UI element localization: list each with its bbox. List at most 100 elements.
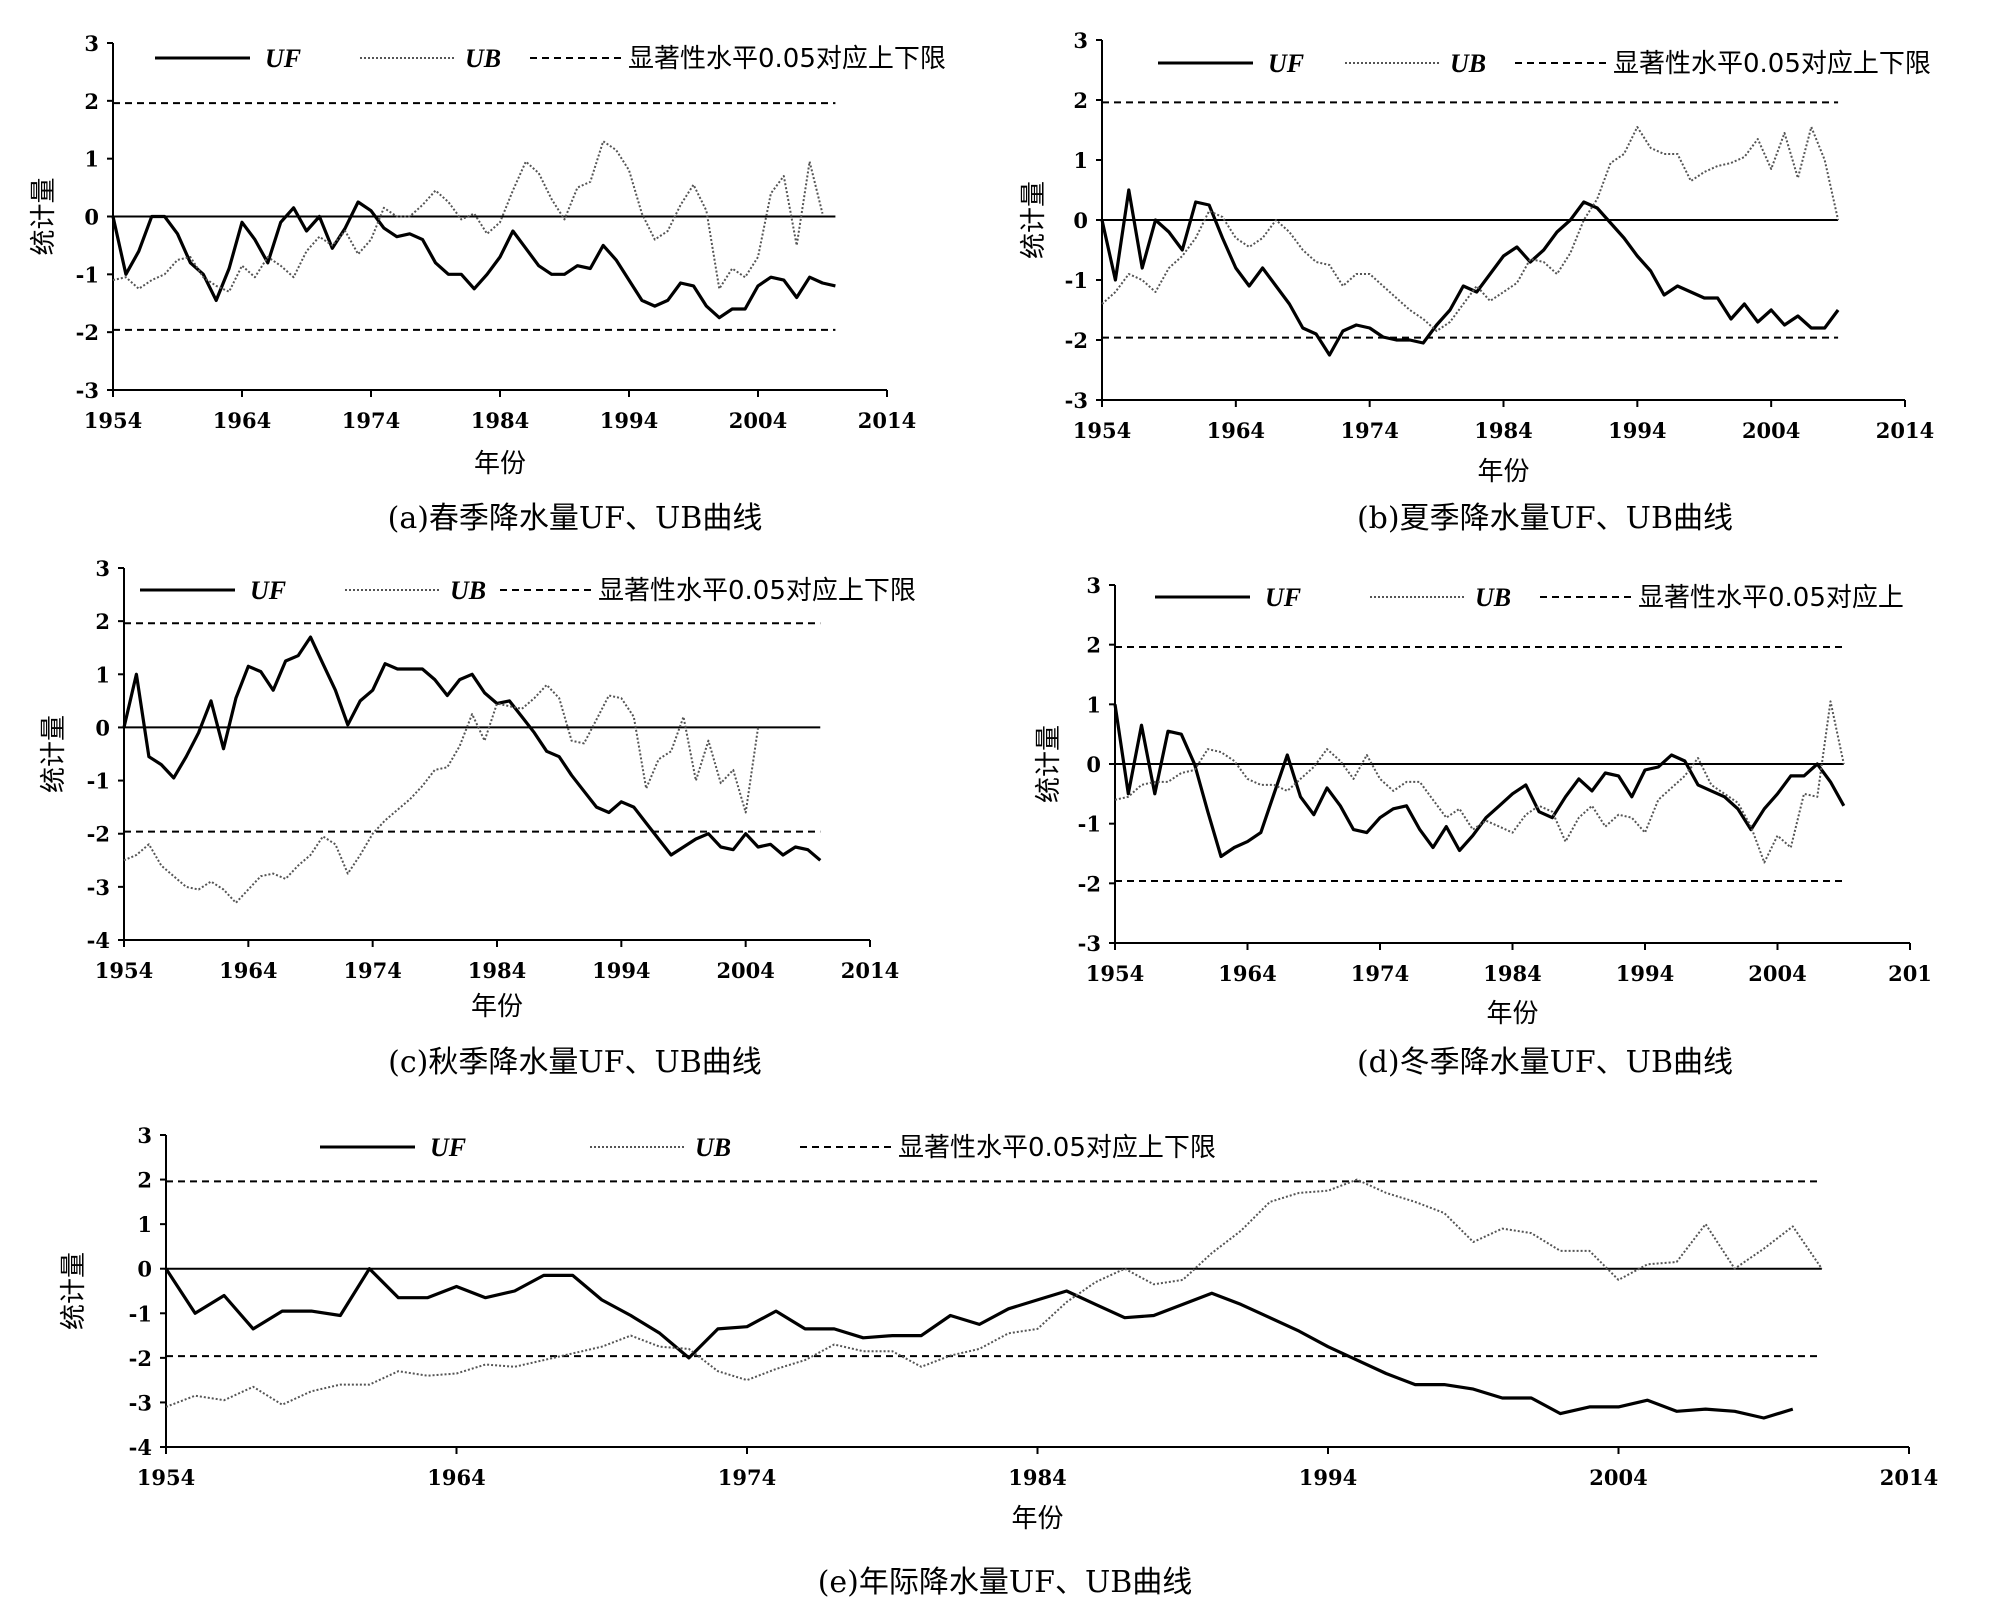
y-tick-label: -1 — [1078, 812, 1101, 837]
panel-caption: (c)秋季降水量UF、UB曲线 — [388, 1045, 762, 1080]
x-tick-label: 1964 — [1218, 961, 1276, 986]
legend-uf-label: UF — [265, 44, 301, 73]
y-axis-label: 统计量 — [39, 715, 69, 793]
series-ub-line — [1114, 700, 1845, 864]
x-tick-label: 1974 — [718, 1465, 776, 1490]
x-axis-label: 年份 — [1477, 457, 1529, 487]
y-tick-label: -4 — [129, 1435, 152, 1460]
series-uf-line — [111, 200, 836, 320]
x-tick-label: 2014 — [858, 408, 916, 433]
y-tick-label: -2 — [87, 822, 110, 847]
x-tick-label: 1964 — [219, 958, 277, 983]
series-ub-line — [165, 1178, 1823, 1408]
y-tick-label: 0 — [137, 1257, 152, 1282]
y-tick-label: 1 — [84, 147, 99, 172]
y-tick-label: -1 — [87, 769, 110, 794]
y-tick-label: 1 — [1086, 692, 1101, 717]
panel-c: -4 -3 -2 -1 0 1 2 3 1954 1964 1974 1984 1994 2004 2014… — [39, 556, 916, 1080]
series-uf-line — [164, 1267, 1794, 1420]
x-tick-label: 2004 — [716, 958, 774, 983]
x-tick-label: 1974 — [342, 408, 400, 433]
legend-uf-label: UF — [430, 1133, 466, 1162]
x-tick-label: 2004 — [1748, 961, 1806, 986]
legend-sig-label: 显著性水平0.05对应上下限 — [598, 576, 916, 606]
legend-sig-label: 显著性水平0.05对应上 — [1638, 583, 1904, 613]
y-tick-label: 3 — [1073, 28, 1088, 53]
x-tick-label: 1994 — [592, 958, 650, 983]
y-axis-label: 统计量 — [1034, 725, 1064, 803]
y-tick-label: -3 — [76, 378, 99, 403]
x-tick-label: 1974 — [1340, 418, 1398, 443]
panel-a: -3 -2 -1 0 1 2 3 1954 1964 1974 1984 1994 2004 2014 统计… — [29, 31, 946, 536]
y-tick-label: 2 — [1073, 88, 1088, 113]
y-tick-label: -1 — [76, 262, 99, 287]
x-tick-label: 1994 — [1616, 961, 1674, 986]
series-ub-line — [123, 683, 760, 904]
series-uf-line — [1100, 188, 1840, 357]
x-tick-label: 1984 — [471, 408, 529, 433]
panel-d: -3 -2 -1 0 1 2 3 1954 1964 1974 1984 1994 2004 201 统计量… — [1034, 573, 1932, 1080]
panel-caption: (a)春季降水量UF、UB曲线 — [388, 501, 763, 536]
y-axis-label: 统计量 — [29, 177, 59, 255]
legend-sig-label: 显著性水平0.05对应上下限 — [898, 1133, 1216, 1163]
series-uf-line — [1113, 704, 1846, 859]
y-tick-label: -2 — [1078, 871, 1101, 896]
y-tick-label: 1 — [137, 1212, 152, 1237]
x-axis-label: 年份 — [1011, 1504, 1063, 1534]
legend-sig-label: 显著性水平0.05对应上下限 — [628, 44, 946, 74]
x-tick-label: 1954 — [1073, 418, 1131, 443]
legend-ub-label: UB — [450, 576, 486, 605]
y-tick-label: 2 — [84, 89, 99, 114]
x-axis-label: 年份 — [474, 449, 526, 479]
x-tick-label: 1954 — [137, 1465, 195, 1490]
series-ub-line — [1101, 126, 1840, 332]
panel-caption: (b)夏季降水量UF、UB曲线 — [1357, 501, 1733, 536]
x-tick-label: 201 — [1888, 961, 1932, 986]
y-tick-label: -2 — [76, 320, 99, 345]
y-axis-label: 统计量 — [59, 1252, 89, 1330]
legend-ub-label: UB — [695, 1133, 731, 1162]
y-tick-label: 3 — [137, 1123, 152, 1148]
y-axis-label: 统计量 — [1019, 181, 1049, 259]
y-tick-label: -3 — [1065, 388, 1088, 413]
y-tick-label: 0 — [1086, 752, 1101, 777]
y-tick-label: 0 — [84, 205, 99, 230]
y-tick-label: 0 — [1073, 208, 1088, 233]
y-tick-label: -1 — [1065, 268, 1088, 293]
series-ub-line — [112, 140, 824, 293]
x-tick-label: 1964 — [427, 1465, 485, 1490]
x-tick-label: 1994 — [1299, 1465, 1357, 1490]
y-tick-label: 2 — [137, 1168, 152, 1193]
x-tick-label: 1984 — [468, 958, 526, 983]
y-tick-label: -3 — [1078, 931, 1101, 956]
x-tick-label: 1984 — [1008, 1465, 1066, 1490]
x-axis-label: 年份 — [1486, 999, 1538, 1029]
x-tick-label: 2004 — [729, 408, 787, 433]
x-tick-label: 1954 — [95, 958, 153, 983]
x-tick-label: 1974 — [1351, 961, 1409, 986]
panel-caption: (e)年际降水量UF、UB曲线 — [818, 1565, 1193, 1600]
x-tick-label: 2014 — [841, 958, 899, 983]
y-tick-label: -4 — [87, 928, 110, 953]
panel-e: -4 -3 -2 -1 0 1 2 3 1954 1964 1974 1984 1994 2004 2014… — [59, 1123, 1938, 1600]
y-tick-label: 2 — [1086, 633, 1101, 658]
x-tick-label: 2014 — [1880, 1465, 1938, 1490]
legend-ub-label: UB — [465, 44, 501, 73]
x-tick-label: 1984 — [1474, 418, 1532, 443]
legend-uf-label: UF — [1268, 49, 1304, 78]
y-tick-label: 1 — [1073, 148, 1088, 173]
legend-ub-label: UB — [1450, 49, 1486, 78]
legend-sig-label: 显著性水平0.05对应上下限 — [1613, 49, 1931, 79]
x-tick-label: 2004 — [1589, 1465, 1647, 1490]
y-tick-label: -2 — [129, 1346, 152, 1371]
y-tick-label: 2 — [95, 609, 110, 634]
y-tick-label: 0 — [95, 715, 110, 740]
x-tick-label: 1974 — [343, 958, 401, 983]
y-tick-label: -3 — [87, 875, 110, 900]
x-tick-label: 1954 — [1086, 961, 1144, 986]
x-tick-label: 2014 — [1876, 418, 1934, 443]
x-axis-label: 年份 — [471, 992, 523, 1022]
y-tick-label: 3 — [84, 31, 99, 56]
y-tick-label: 3 — [1086, 573, 1101, 598]
